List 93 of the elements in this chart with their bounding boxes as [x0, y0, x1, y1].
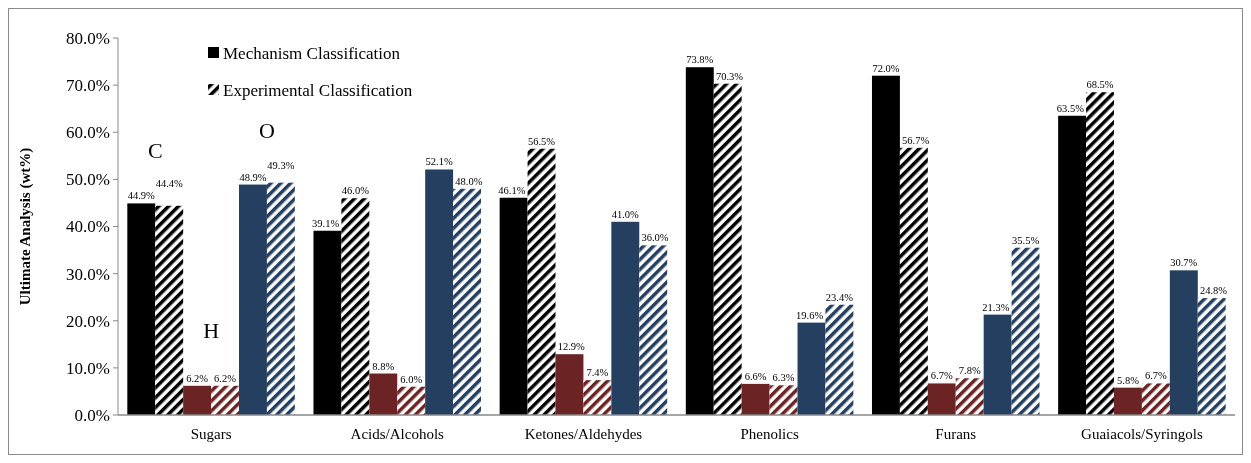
- bar: [769, 385, 798, 415]
- bar: [499, 197, 528, 415]
- bar: [1058, 115, 1087, 415]
- bar: [1169, 270, 1198, 415]
- bar: [211, 385, 240, 415]
- data-label: 68.5%: [1086, 79, 1114, 91]
- data-label: 70.3%: [715, 70, 744, 82]
- y-tick-label: 40.0%: [66, 217, 110, 237]
- bar: [183, 385, 212, 415]
- data-label: 6.0%: [400, 373, 423, 385]
- bar: [1197, 298, 1226, 415]
- bar: [685, 67, 714, 415]
- annotation: H: [203, 318, 220, 343]
- bar: [583, 380, 612, 415]
- data-label: 7.4%: [586, 367, 609, 379]
- bar: [397, 386, 426, 415]
- bar: [899, 147, 928, 415]
- bar: [955, 378, 984, 415]
- data-label: 56.5%: [527, 135, 556, 147]
- bar: [555, 354, 584, 415]
- y-tick-label: 80.0%: [66, 28, 110, 48]
- data-label: 44.4%: [155, 178, 184, 190]
- y-tick-label: 30.0%: [66, 264, 110, 284]
- data-label: 21.3%: [982, 301, 1010, 313]
- bar: [341, 198, 370, 415]
- bar: [527, 148, 556, 415]
- x-tick-label: Ketones/Aldehydes: [524, 426, 643, 442]
- bar: [239, 184, 267, 415]
- data-label: 41.0%: [611, 208, 640, 220]
- y-tick-label: 60.0%: [66, 123, 110, 143]
- y-tick-label: 0.0%: [74, 405, 110, 425]
- legend-label: Mechanism Classification: [223, 43, 401, 63]
- data-label: 35.5%: [1012, 234, 1040, 246]
- data-label: 6.6%: [744, 370, 767, 382]
- bar: [425, 169, 454, 415]
- data-label: 49.3%: [267, 159, 295, 171]
- x-tick-label: Guaiacols/Syringols: [1081, 426, 1203, 442]
- data-label: 12.9%: [557, 341, 586, 353]
- x-tick-label: Phenolics: [740, 426, 799, 442]
- data-label: 36.0%: [641, 232, 669, 244]
- bar: [983, 314, 1012, 415]
- data-label: 48.0%: [455, 175, 483, 187]
- data-label: 30.7%: [1170, 257, 1198, 269]
- data-label: 19.6%: [796, 309, 824, 321]
- data-label: 44.9%: [127, 190, 156, 202]
- data-label: 48.9%: [239, 171, 267, 183]
- y-tick-label: 50.0%: [66, 170, 110, 190]
- data-label: 6.7%: [930, 370, 953, 382]
- bar: [313, 230, 342, 415]
- legend-label: Experimental Classification: [223, 80, 413, 100]
- data-label: 6.3%: [772, 372, 795, 384]
- bar: [1141, 383, 1170, 415]
- data-label: 56.7%: [902, 134, 930, 146]
- bar: [927, 383, 956, 415]
- data-label: 24.8%: [1199, 285, 1228, 297]
- bar: [611, 221, 640, 415]
- data-label: 39.1%: [312, 217, 340, 229]
- bar: [871, 75, 900, 415]
- data-label: 23.4%: [825, 291, 854, 303]
- x-tick-label: Furans: [935, 426, 977, 442]
- bar: [797, 322, 826, 415]
- bar: [1113, 387, 1142, 415]
- bar: [1086, 92, 1114, 415]
- data-label: 46.1%: [498, 184, 526, 196]
- y-tick-label: 20.0%: [66, 311, 110, 331]
- bar: [713, 83, 742, 415]
- data-label: 8.8%: [372, 360, 395, 372]
- bar: [369, 373, 398, 415]
- data-label: 6.7%: [1144, 370, 1168, 382]
- y-tick-label: 10.0%: [66, 358, 110, 378]
- x-tick-label: Sugars: [190, 426, 232, 442]
- data-label: 73.8%: [686, 54, 714, 66]
- data-label: 7.8%: [958, 365, 981, 377]
- data-label: 6.2%: [214, 372, 237, 384]
- annotation: C: [147, 138, 163, 163]
- data-label: 5.8%: [1117, 374, 1140, 386]
- annotation: O: [258, 118, 275, 143]
- bar: [1011, 247, 1040, 415]
- data-label: 46.0%: [341, 185, 370, 197]
- data-label: 6.2%: [186, 372, 209, 384]
- data-label: 63.5%: [1056, 102, 1085, 114]
- bar: [266, 182, 295, 415]
- x-tick-label: Acids/Alcohols: [350, 426, 445, 442]
- bar: [127, 203, 156, 415]
- bar: [155, 205, 184, 415]
- bar: [825, 304, 854, 415]
- y-axis-title: Ultimate Analysis (wt%): [17, 147, 34, 306]
- bar: [741, 383, 770, 415]
- data-label: 52.1%: [425, 156, 453, 168]
- data-label: 72.0%: [872, 62, 900, 74]
- y-tick-label: 70.0%: [66, 76, 110, 96]
- bar: [453, 188, 482, 415]
- bar: [639, 245, 668, 415]
